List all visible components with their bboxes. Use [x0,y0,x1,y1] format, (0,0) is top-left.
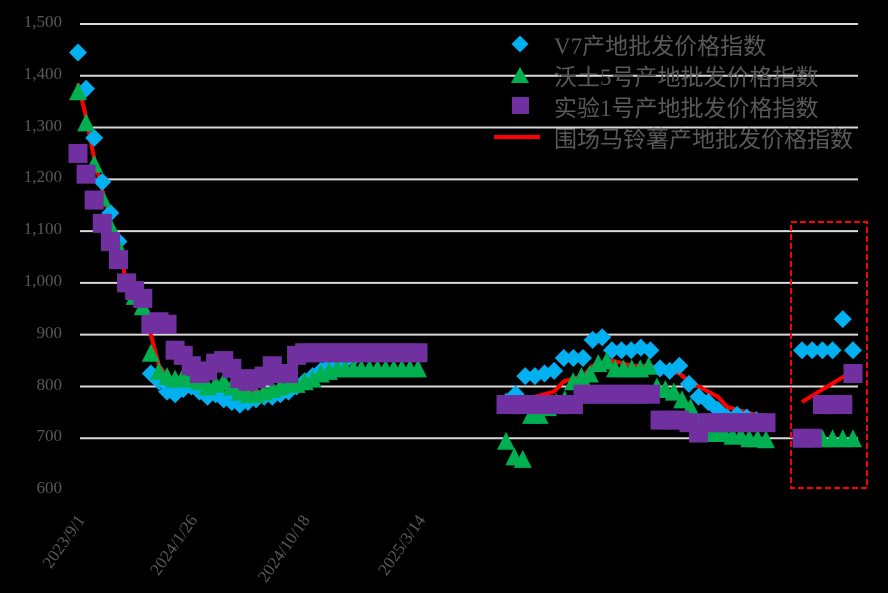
data-point-square [756,413,776,433]
data-point-diamond [670,356,689,375]
legend-label: 围场马铃薯产地批发价格指数 [554,126,853,152]
data-point-diamond [823,341,842,360]
y-tick-label: 1,000 [23,271,62,290]
data-point-square [92,213,112,233]
legend-item-shiyan1: 实验1号产地批发价格指数 [500,90,853,121]
data-point-triangle [303,369,322,388]
data-point-triangle [757,430,775,449]
data-point-triangle [69,82,87,101]
triangle-marker-icon [511,66,529,83]
y-tick-label: 1,100 [23,219,62,238]
legend-label: V7产地批发价格指数 [554,33,767,59]
data-point-diamond [564,348,583,367]
data-point-diamond [813,341,832,360]
data-point-diamond [85,128,104,147]
data-point-diamond [844,341,862,360]
data-point-square [833,395,853,415]
data-point-square [108,250,128,270]
data-point-triangle [513,449,532,468]
data-point-square [68,143,88,163]
y-tick-label: 1,200 [23,167,62,186]
legend: V7产地批发价格指数 沃土5号产地批发价格指数 实验1号产地批发价格指数 围场马… [494,28,853,152]
series-line [506,358,767,420]
square-marker-icon [511,97,529,114]
data-point-triangle [497,431,515,450]
data-point-triangle [597,351,616,370]
data-point-triangle [673,390,692,409]
legend-item-weichang: 围场马铃薯产地批发价格指数 [494,121,853,152]
data-point-square [100,231,120,251]
y-tick-label: 700 [36,426,63,445]
data-point-diamond [641,341,660,360]
data-point-square [640,384,660,404]
data-point-square [843,364,863,383]
data-point-diamond [593,328,612,347]
data-point-diamond [612,341,631,360]
legend-item-wotu5: 沃土5号产地批发价格指数 [500,59,853,90]
data-point-diamond [69,43,87,62]
y-tick-label: 800 [36,375,63,394]
y-tick-label: 1,300 [23,116,62,135]
data-point-diamond [679,374,698,393]
data-point-diamond [545,361,564,380]
data-point-square [157,314,177,334]
line-marker-icon [494,134,540,139]
legend-label: 实验1号产地批发价格指数 [554,95,819,121]
data-point-triangle [530,405,549,424]
data-point-triangle [580,364,599,383]
data-point-diamond [93,172,112,191]
data-point-square [76,164,96,184]
y-tick-label: 1,500 [23,12,62,31]
data-point-square [278,364,298,383]
data-point-diamond [793,341,811,360]
y-tick-label: 900 [36,323,63,342]
data-point-triangle [77,113,96,132]
data-point-triangle [664,382,683,401]
data-point-square [802,428,822,448]
data-point-triangle [409,359,427,378]
data-point-square [133,288,153,308]
data-point-triangle [844,429,862,448]
data-point-triangle [639,356,658,375]
data-point-diamond [516,367,535,386]
y-tick-label: 600 [36,478,63,497]
data-point-triangle [141,343,160,362]
data-point-diamond [574,348,593,367]
data-point-square [84,190,104,210]
data-point-square [408,343,428,363]
legend-item-v7: V7产地批发价格指数 [500,28,853,59]
y-tick-label: 1,400 [23,64,62,83]
diamond-marker-icon [511,35,529,52]
legend-label: 沃土5号产地批发价格指数 [554,64,819,90]
data-point-diamond [554,348,573,367]
highlight-box [790,221,868,489]
data-point-diamond [803,341,822,360]
data-point-diamond [833,310,852,329]
